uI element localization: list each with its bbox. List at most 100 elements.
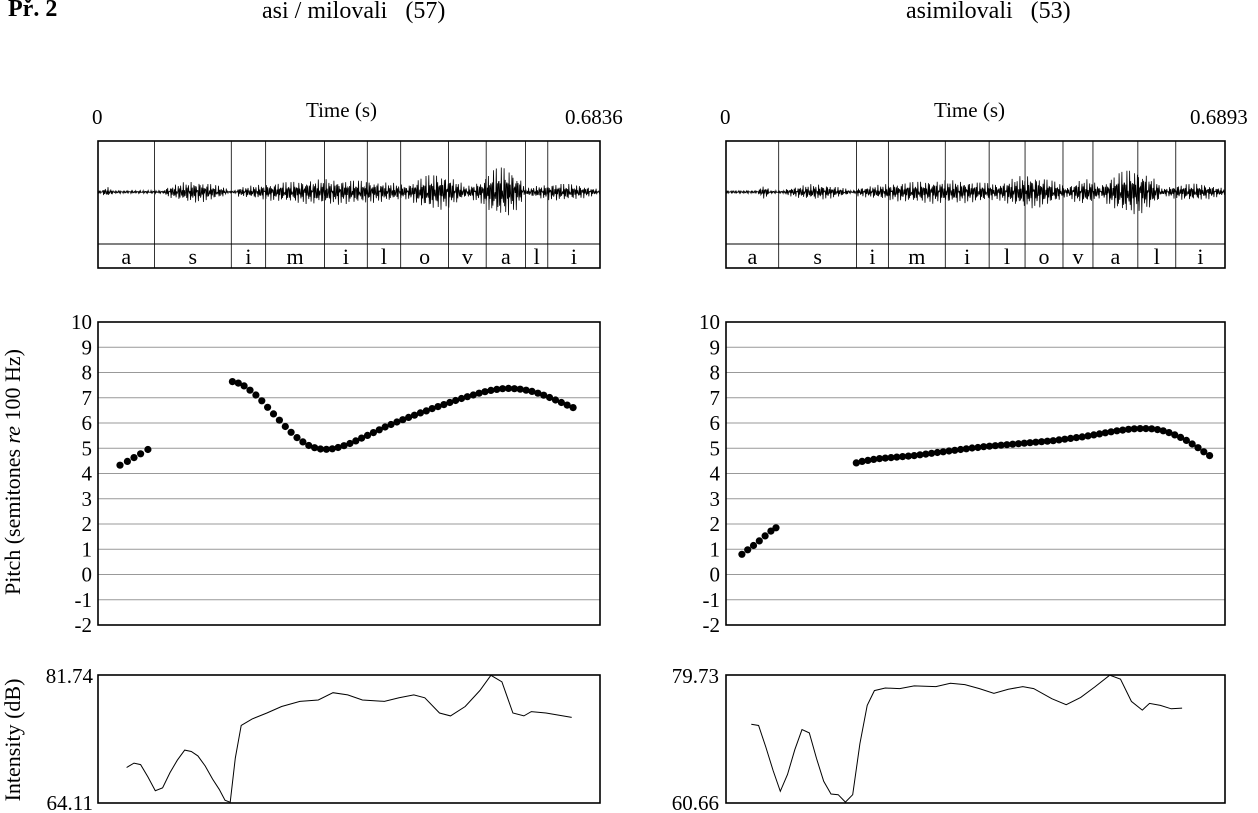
right-pitch-point <box>1043 437 1051 445</box>
right-pitch-point <box>761 532 769 540</box>
right-pitch-point <box>875 455 884 463</box>
left-pitch-point <box>363 431 372 439</box>
left-pitch-point <box>487 386 495 394</box>
right-pitch-point <box>1124 425 1133 433</box>
left-pitch-point <box>258 397 266 405</box>
left-time-label: Time (s) <box>306 98 377 122</box>
left-ytick-label: -2 <box>75 613 93 637</box>
right-segment-label: o <box>1039 244 1050 269</box>
left-pitch-point <box>299 438 307 446</box>
right-pitch-point <box>1095 430 1104 438</box>
left-pitch-points <box>116 378 577 469</box>
right-pitch-point <box>1206 452 1214 460</box>
right-pitch-point <box>951 446 959 454</box>
right-pitch-point <box>1049 437 1057 445</box>
left-pitch-point <box>551 396 560 404</box>
right-intensity-min: 60.66 <box>672 791 719 813</box>
left-pitch-point <box>234 379 242 387</box>
left-ytick-label: 2 <box>82 512 93 536</box>
right-pitch-point <box>1055 436 1063 444</box>
right-ytick-label: -2 <box>703 613 721 637</box>
left-pitch-point <box>393 418 401 426</box>
right-pitch-point <box>1182 436 1190 444</box>
right-pitch-point <box>985 442 994 450</box>
right-ytick-label: -1 <box>703 588 721 612</box>
left-pitch-point <box>269 410 278 418</box>
left-pitch-point <box>137 450 145 458</box>
left-segment-label: a <box>121 244 131 269</box>
right-pitch-point <box>744 546 752 554</box>
right-segment-label: a <box>747 244 757 269</box>
left-pitch-point <box>322 445 330 453</box>
left-segment-label: i <box>571 244 577 269</box>
left-segment-label: v <box>462 244 473 269</box>
left-pitch-point <box>252 391 260 399</box>
left-pitch-point <box>334 443 342 452</box>
left-pitch-point <box>123 457 131 465</box>
left-pitch-point <box>352 437 360 445</box>
right-pitch-point <box>1165 429 1173 437</box>
right-pitch-point <box>1101 429 1109 437</box>
right-time-label: Time (s) <box>934 98 1005 122</box>
left-segment-label: m <box>287 244 304 269</box>
left-pitch-point <box>410 411 419 419</box>
right-title: asimilovali (53) <box>906 0 1071 25</box>
left-pitch-point <box>228 378 236 386</box>
left-ytick-label: 10 <box>71 310 92 334</box>
left-pitch-point <box>381 423 389 431</box>
right-pitch-point <box>1200 448 1208 456</box>
right-segment-label: a <box>1111 244 1121 269</box>
left-pitch-point <box>264 403 272 411</box>
right-pitch-point <box>1142 425 1150 433</box>
left-pitch-point <box>569 404 577 412</box>
left-pitch-point <box>510 385 518 393</box>
left-pitch-point <box>240 382 248 390</box>
left-pitch-point <box>440 401 448 409</box>
right-pitch-point <box>1171 431 1179 439</box>
left-ytick-label: 4 <box>82 462 93 486</box>
right-pitch-point <box>991 442 999 450</box>
left-segment-label: a <box>501 244 511 269</box>
left-pitch-point <box>452 396 460 405</box>
right-pitch-point <box>904 452 913 460</box>
left-pitch-point <box>463 393 471 401</box>
right-title-text: asimilovali <box>906 0 1013 24</box>
right-pitch-point <box>910 452 918 460</box>
right-pitch-point <box>1020 439 1028 447</box>
left-pitch-point <box>446 398 454 407</box>
left-time-start: 0 <box>92 105 103 129</box>
right-pitch-point <box>974 443 982 452</box>
right-segment-label: m <box>908 244 925 269</box>
left-pitch-point <box>281 422 289 431</box>
left-segment-label: s <box>189 244 198 269</box>
right-pitch-point <box>870 455 878 463</box>
left-pitch-frame <box>97 321 601 626</box>
left-pitch-point <box>316 445 325 453</box>
left-pitch-point <box>416 409 424 417</box>
left-title-text: asi / milovali <box>262 0 388 24</box>
left-ytick-label: 1 <box>82 537 93 561</box>
left-pitch-point <box>499 385 507 393</box>
right-pitch-point <box>1136 425 1144 433</box>
right-intensity-frame <box>725 674 1226 804</box>
right-pitch-point <box>1159 427 1167 435</box>
left-pitch-point <box>387 420 395 429</box>
left-time-end: 0.6836 <box>565 105 623 129</box>
pitch-axis-label: Pitch (semitones re 100 Hz) <box>0 349 25 595</box>
right-pitch-point <box>755 537 763 545</box>
left-segment-label: l <box>381 244 387 269</box>
right-waveform-frame <box>725 140 1226 269</box>
left-ytick-label: 6 <box>82 411 93 435</box>
left-pitch-point <box>293 434 301 442</box>
left-pitch-point <box>369 429 377 437</box>
left-intensity-min: 64.11 <box>47 791 93 813</box>
left-pitch-point <box>275 416 283 424</box>
left-pitch-point <box>434 403 442 411</box>
left-pitch-point <box>305 441 313 450</box>
right-intensity-max: 79.73 <box>672 664 719 688</box>
right-pitch-point <box>738 550 746 558</box>
right-segment-label: l <box>1004 244 1010 269</box>
right-title-count: (53) <box>1030 0 1071 24</box>
